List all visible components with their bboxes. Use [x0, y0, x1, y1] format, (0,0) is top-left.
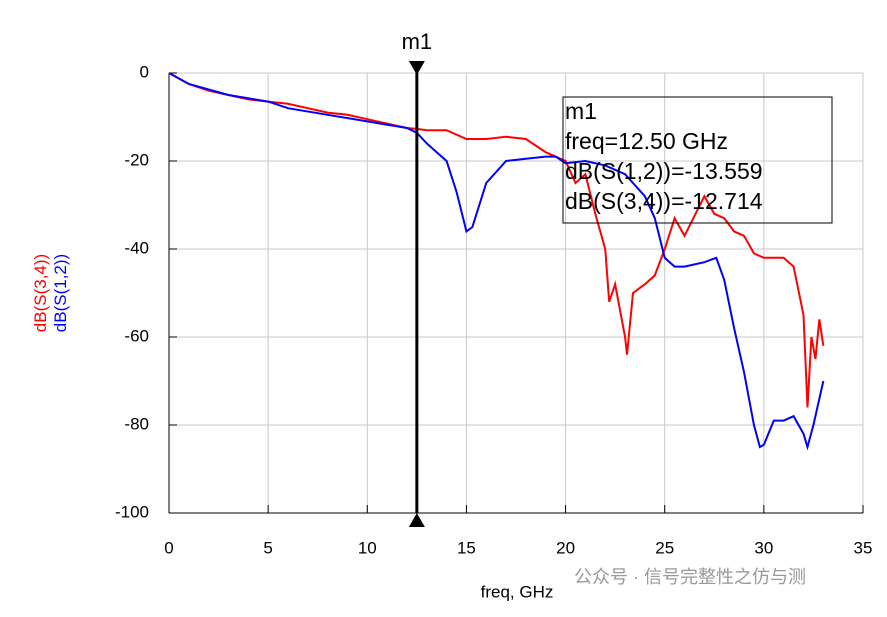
- x-tick-label: 35: [854, 538, 873, 557]
- y-tick-label: -60: [124, 326, 149, 345]
- x-tick-label: 5: [263, 538, 272, 557]
- marker-readout-box: [562, 96, 833, 224]
- y-tick-label: -80: [124, 414, 149, 433]
- x-tick-label: 15: [457, 538, 476, 557]
- marker-triangle: [408, 61, 425, 75]
- legend-entry: dB(S(1,2)): [51, 254, 70, 332]
- marker-readout: m1: [565, 98, 597, 124]
- marker-name: m1: [402, 29, 433, 54]
- x-tick-label: 0: [164, 538, 173, 557]
- legend-entry: dB(S(3,4)): [31, 254, 50, 332]
- x-tick-label: 20: [556, 538, 575, 557]
- y-axis-legend: dB(S(3,4))dB(S(1,2)): [31, 254, 70, 332]
- y-tick-label: -20: [124, 150, 149, 169]
- x-tick-label: 30: [754, 538, 773, 557]
- x-tick-label: 10: [358, 538, 377, 557]
- marker-readout: dB(S(3,4))=-12.714: [565, 188, 763, 214]
- y-tick-label: -100: [115, 502, 149, 521]
- y-tick-label: -40: [124, 238, 149, 257]
- x-axis-title: freq, GHz: [481, 582, 554, 601]
- watermark: 公众号 · 信号完整性之仿与测: [574, 567, 806, 587]
- marker-readout: dB(S(1,2))=-13.559: [565, 158, 763, 184]
- marker-readout: freq=12.50 GHz: [565, 128, 728, 154]
- series-line: [168, 72, 825, 451]
- y-tick-label: 0: [140, 62, 149, 81]
- marker-triangle: [408, 513, 425, 527]
- x-tick-label: 25: [655, 538, 674, 557]
- series-line: [168, 72, 825, 408]
